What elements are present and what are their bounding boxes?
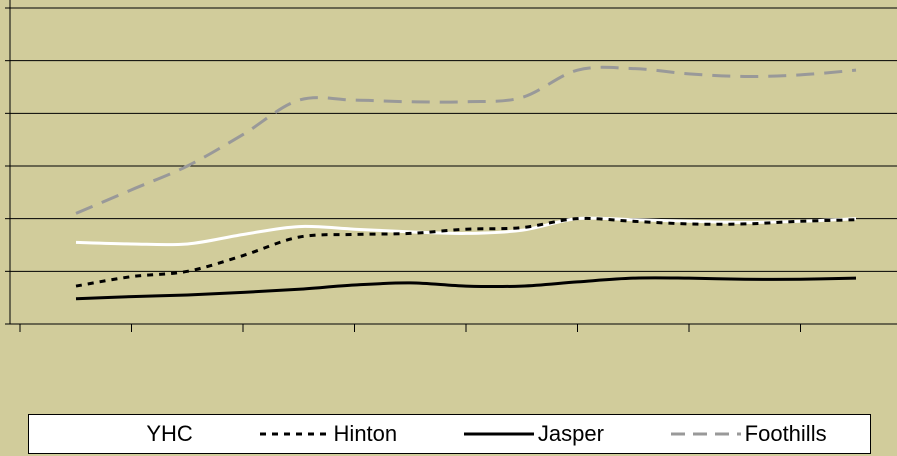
- series-line-jasper: [75, 276, 857, 301]
- legend-item-yhc: YHC: [72, 421, 193, 447]
- legend-swatch-jasper: [463, 432, 534, 436]
- series-lines: [75, 65, 857, 301]
- series-line-yhc: [75, 216, 857, 247]
- series-line-foothills: [75, 65, 857, 215]
- legend-label-hinton: Hinton: [333, 421, 398, 446]
- legend-label-jasper: Jasper: [537, 421, 604, 446]
- legend-item-foothills: Foothills: [670, 421, 827, 447]
- legend-item-hinton: Hinton: [259, 421, 398, 447]
- legend-label-yhc: YHC: [146, 421, 193, 446]
- series-line-hinton: [75, 216, 857, 288]
- axes: [5, 0, 897, 332]
- legend-swatch-yhc: [72, 432, 143, 436]
- legend-swatch-foothills: [670, 432, 741, 436]
- legend-item-jasper: Jasper: [463, 421, 604, 447]
- gridlines: [10, 7, 897, 272]
- legend: YHC Hinton Jasper Foothills: [28, 414, 871, 454]
- legend-label-foothills: Foothills: [744, 421, 827, 446]
- legend-swatch-hinton: [259, 432, 330, 436]
